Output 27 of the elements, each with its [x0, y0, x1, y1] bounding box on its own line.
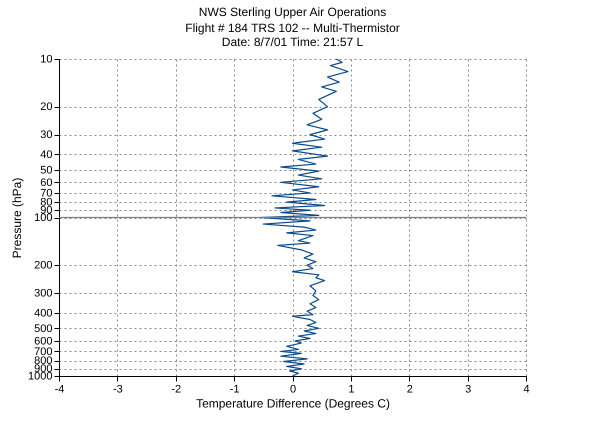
y-axis-title: Pressure (hPa)	[10, 178, 24, 258]
x-tick-label: -2	[171, 384, 182, 396]
chart-subtitle: Flight # 184 TRS 102 -- Multi-Thermistor Date: 8/7/01 Time: 21:57 L	[185, 21, 400, 49]
y-tick-label: 700	[34, 346, 52, 358]
y-tick-label: 60	[40, 176, 52, 189]
y-tick-label: 40	[40, 148, 52, 161]
line-series	[260, 58, 349, 377]
y-tick-label: 50	[40, 164, 52, 176]
y-tick-label: 300	[34, 288, 52, 300]
y-tick-label: 20	[40, 101, 52, 114]
chart-title: NWS Sterling Upper Air Operations	[198, 5, 386, 19]
x-tick-label: -1	[230, 384, 240, 396]
x-tick-label: 1	[348, 384, 354, 396]
y-tick-label: 500	[34, 322, 52, 335]
y-tick-label: 70	[40, 187, 52, 200]
x-tick-label: 0	[290, 384, 296, 396]
x-axis-title: Temperature Difference (Degrees C)	[196, 396, 390, 410]
y-tick-label: 30	[40, 129, 52, 142]
y-tick-label: 10	[40, 54, 52, 66]
x-tick-label: -4	[54, 384, 64, 396]
x-tick-label: -3	[112, 384, 123, 396]
x-tick-label: 3	[465, 384, 472, 396]
y-tick-label: 200	[34, 260, 52, 272]
y-tick-label: 600	[34, 335, 52, 348]
x-tick-label: 4	[523, 384, 530, 396]
y-tick-label: 400	[34, 307, 52, 320]
x-tick-label: 2	[406, 384, 413, 396]
